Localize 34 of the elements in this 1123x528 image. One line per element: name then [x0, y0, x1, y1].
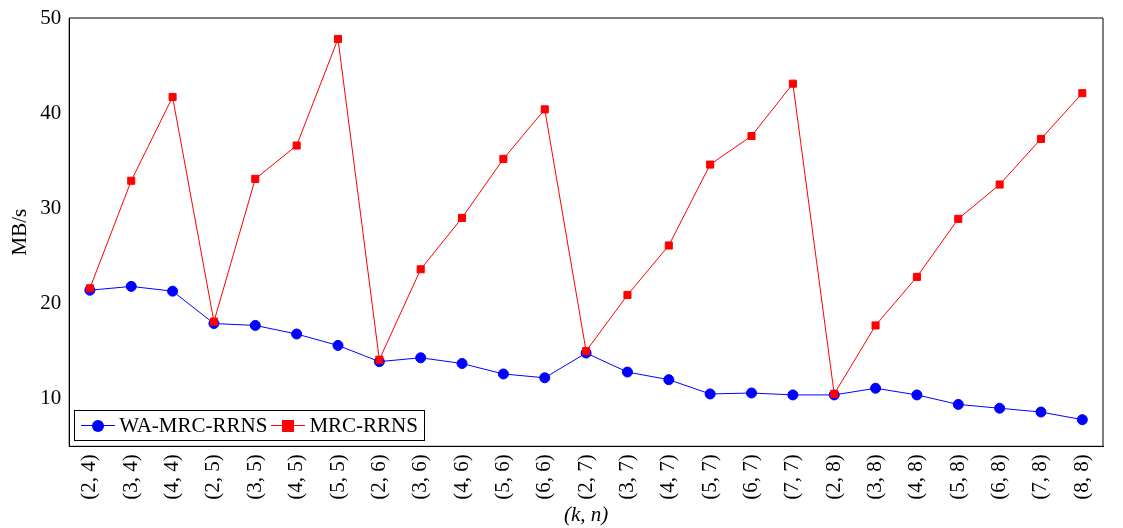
x-tick-label: (3, 5): [241, 454, 266, 500]
x-tick-label: (5, 7): [696, 454, 721, 500]
x-tick-label: (5, 5): [324, 454, 349, 500]
x-tick-label: (4, 8): [903, 454, 928, 500]
x-tick-label: (5, 6): [489, 454, 514, 500]
x-tick-label: (5, 8): [944, 454, 969, 500]
x-tick-label: (2, 4): [76, 454, 101, 500]
x-tick-label: (4, 5): [283, 454, 308, 500]
x-tick-label: (6, 6): [531, 454, 556, 500]
y-tick-label: 40: [40, 99, 62, 124]
x-axis-title: (k, n): [563, 501, 609, 526]
x-tick-label: (4, 7): [655, 454, 680, 500]
x-tick-label: (4, 4): [159, 454, 184, 500]
x-tick-label: (3, 6): [407, 454, 432, 500]
y-tick-label: 20: [40, 290, 62, 315]
y-axis-title: MB/s: [7, 208, 32, 256]
y-tick-label: 30: [40, 194, 62, 219]
x-tick-label: (8, 8): [1068, 454, 1093, 500]
legend-label: MRC-RRNS: [309, 413, 418, 439]
x-tick-label: (7, 8): [1027, 454, 1052, 500]
x-tick-label: (6, 8): [986, 454, 1011, 500]
x-tick-label: (3, 7): [613, 454, 638, 500]
x-tick-label: (3, 4): [117, 454, 142, 500]
y-tick-label: 10: [40, 385, 62, 410]
x-tick-label: (2, 5): [200, 454, 225, 500]
x-tick-label: (2, 8): [820, 454, 845, 500]
x-tick-label: (3, 8): [862, 454, 887, 500]
x-tick-label: (2, 6): [365, 454, 390, 500]
x-tick-label: (7, 7): [779, 454, 804, 500]
legend-label: WA-MRC-RRNS: [119, 413, 268, 439]
y-tick-label: 50: [40, 4, 62, 29]
x-tick-label: (4, 6): [448, 454, 473, 500]
x-tick-label: (2, 7): [572, 454, 597, 500]
x-tick-label: (6, 7): [738, 454, 763, 500]
